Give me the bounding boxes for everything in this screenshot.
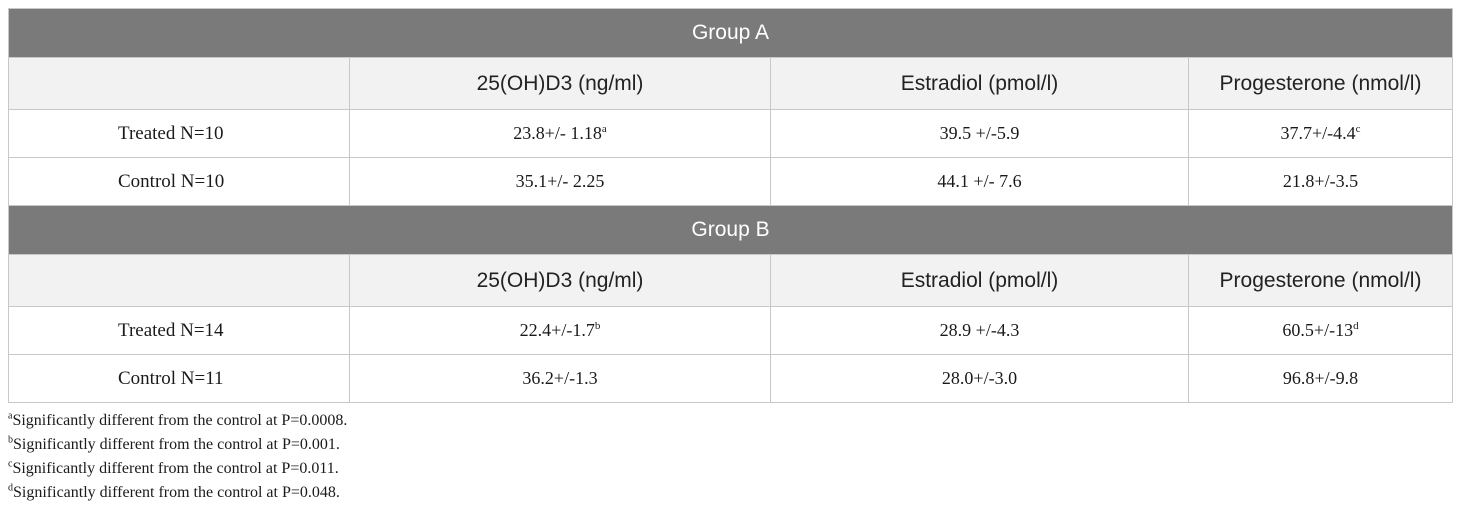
footnote-marker: b — [594, 320, 601, 332]
table-cell: 36.2+/-1.3 — [349, 354, 771, 403]
table-cell: 60.5+/-13d — [1188, 306, 1453, 355]
footnote-mark: b — [8, 434, 13, 446]
column-header-empty — [8, 57, 350, 110]
footnote-text: Significantly different from the control… — [12, 412, 348, 429]
footnote: aSignificantly different from the contro… — [8, 409, 1452, 433]
results-table: Group A 25(OH)D3 (ng/ml) Estradiol (pmol… — [8, 8, 1453, 403]
cell-value: 28.9 +/-4.3 — [939, 320, 1020, 340]
cell-value: 37.7+/-4.4 — [1280, 123, 1356, 143]
footnote-mark: c — [8, 458, 13, 470]
footnote-text: Significantly different from the control… — [13, 436, 340, 453]
table-cell: 28.9 +/-4.3 — [770, 306, 1189, 355]
footnote-text: Significantly different from the control… — [12, 460, 339, 477]
row-label: Control N=10 — [8, 157, 350, 206]
cell-value: 35.1+/- 2.25 — [515, 171, 605, 191]
column-header-vitamin-d: 25(OH)D3 (ng/ml) — [349, 254, 771, 307]
cell-value: 28.0+/-3.0 — [941, 368, 1018, 388]
column-header-row: 25(OH)D3 (ng/ml) Estradiol (pmol/l) Prog… — [8, 254, 1453, 307]
footnote-mark: d — [8, 482, 13, 494]
footnote-mark: a — [8, 410, 13, 422]
table-cell: 22.4+/-1.7b — [349, 306, 771, 355]
footnote-marker: a — [601, 123, 607, 135]
row-label: Treated N=10 — [8, 109, 350, 158]
table-row: Treated N=14 22.4+/-1.7b 28.9 +/-4.3 60.… — [8, 306, 1453, 355]
footnotes: aSignificantly different from the contro… — [8, 409, 1452, 505]
column-header-estradiol: Estradiol (pmol/l) — [770, 57, 1189, 110]
table-cell: 35.1+/- 2.25 — [349, 157, 771, 206]
footnote: bSignificantly different from the contro… — [8, 433, 1452, 457]
table-row: Control N=11 36.2+/-1.3 28.0+/-3.0 96.8+… — [8, 354, 1453, 403]
footnote-marker: c — [1355, 123, 1361, 135]
cell-value: 21.8+/-3.5 — [1282, 171, 1359, 191]
table-cell: 37.7+/-4.4c — [1188, 109, 1453, 158]
footnote: cSignificantly different from the contro… — [8, 457, 1452, 481]
row-label: Treated N=14 — [8, 306, 350, 355]
table-cell: 39.5 +/-5.9 — [770, 109, 1189, 158]
column-header-estradiol: Estradiol (pmol/l) — [770, 254, 1189, 307]
table-cell: 21.8+/-3.5 — [1188, 157, 1453, 206]
group-header-row: Group B — [8, 205, 1453, 255]
table-cell: 96.8+/-9.8 — [1188, 354, 1453, 403]
row-label: Control N=11 — [8, 354, 350, 403]
group-title: Group B — [8, 205, 1453, 255]
table-row: Control N=10 35.1+/- 2.25 44.1 +/- 7.6 2… — [8, 157, 1453, 206]
footnote: dSignificantly different from the contro… — [8, 481, 1452, 505]
table-cell: 44.1 +/- 7.6 — [770, 157, 1189, 206]
cell-value: 23.8+/- 1.18 — [513, 123, 602, 143]
cell-value: 60.5+/-13 — [1282, 320, 1354, 340]
column-header-row: 25(OH)D3 (ng/ml) Estradiol (pmol/l) Prog… — [8, 57, 1453, 110]
column-header-vitamin-d: 25(OH)D3 (ng/ml) — [349, 57, 771, 110]
cell-value: 22.4+/-1.7 — [519, 320, 595, 340]
table-row: Treated N=10 23.8+/- 1.18a 39.5 +/-5.9 3… — [8, 109, 1453, 158]
footnote-text: Significantly different from the control… — [13, 484, 340, 501]
column-header-progesterone: Progesterone (nmol/l) — [1188, 57, 1453, 110]
table-cell: 28.0+/-3.0 — [770, 354, 1189, 403]
group-title: Group A — [8, 8, 1453, 58]
column-header-empty — [8, 254, 350, 307]
group-header-row: Group A — [8, 8, 1453, 58]
cell-value: 36.2+/-1.3 — [522, 368, 598, 388]
table-container: Group A 25(OH)D3 (ng/ml) Estradiol (pmol… — [8, 8, 1453, 505]
table-cell: 23.8+/- 1.18a — [349, 109, 771, 158]
cell-value: 39.5 +/-5.9 — [939, 123, 1020, 143]
footnote-marker: d — [1353, 320, 1359, 332]
column-header-progesterone: Progesterone (nmol/l) — [1188, 254, 1453, 307]
cell-value: 44.1 +/- 7.6 — [937, 171, 1022, 191]
cell-value: 96.8+/-9.8 — [1282, 368, 1359, 388]
